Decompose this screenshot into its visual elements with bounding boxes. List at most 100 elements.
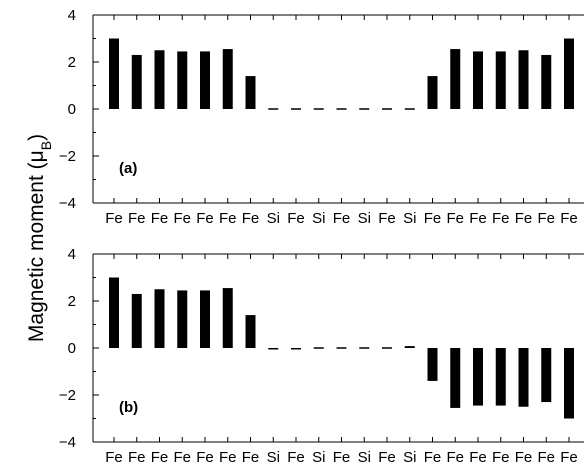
x-tick-label: Fe xyxy=(173,449,191,466)
x-tick-label: Fe xyxy=(151,210,169,227)
bar xyxy=(541,54,552,109)
bar xyxy=(404,346,415,348)
y-tick-label: 4 xyxy=(68,7,76,24)
x-tick-label: Si xyxy=(267,449,280,466)
bar xyxy=(427,76,438,109)
x-tick-label: Fe xyxy=(242,210,260,227)
x-tick-label: Fe xyxy=(287,449,305,466)
bar xyxy=(359,108,370,110)
bar xyxy=(177,290,188,348)
bar xyxy=(564,38,574,109)
x-tick-label: Si xyxy=(403,210,416,227)
bar xyxy=(131,54,142,109)
y-tick-label: 0 xyxy=(68,340,76,357)
bar xyxy=(245,76,256,109)
x-tick-label: Fe xyxy=(515,210,533,227)
bar xyxy=(154,289,165,348)
bar xyxy=(427,348,438,381)
y-tick-label: −2 xyxy=(59,387,76,404)
panel-label: (a) xyxy=(119,160,137,177)
x-tick-label: Fe xyxy=(128,210,146,227)
bar xyxy=(200,51,210,109)
bar xyxy=(382,108,392,110)
x-tick-label: Si xyxy=(267,210,280,227)
x-tick-label: Fe xyxy=(515,449,533,466)
bar xyxy=(473,51,483,109)
panel-a: 420−2−4Fe Fe Fe Fe Fe Fe Fe Si Fe Si Fe Si Fe Si Fe Fe F… xyxy=(59,7,584,227)
x-tick-label: Fe xyxy=(219,210,237,227)
y-tick-label: 2 xyxy=(68,293,76,310)
bar xyxy=(359,347,370,349)
bar xyxy=(222,49,233,109)
y-tick-label: −2 xyxy=(59,148,76,165)
x-tick-label: Fe xyxy=(378,449,396,466)
bar xyxy=(518,348,529,407)
bar xyxy=(109,38,119,109)
y-tick-label: 4 xyxy=(68,246,76,263)
x-tick-label: Fe xyxy=(424,210,442,227)
bar xyxy=(245,315,256,348)
y-tick-label: 0 xyxy=(68,101,76,118)
x-tick-label: Fe xyxy=(333,449,351,466)
bar xyxy=(313,108,324,110)
bar xyxy=(336,347,347,349)
x-tick-label: Fe xyxy=(492,210,510,227)
bar xyxy=(291,348,301,350)
bar xyxy=(177,51,188,109)
bar xyxy=(336,108,347,110)
x-tick-label: Fe xyxy=(469,210,487,227)
y-tick-label: −4 xyxy=(59,195,76,212)
x-tick-label: Si xyxy=(312,210,325,227)
x-tick-label: Fe xyxy=(287,210,305,227)
bar xyxy=(131,293,142,348)
x-tick-label: Fe xyxy=(560,449,578,466)
x-tick-label: Fe xyxy=(173,210,191,227)
bar xyxy=(564,348,574,419)
x-tick-label: Fe xyxy=(492,449,510,466)
bar xyxy=(313,347,324,349)
x-tick-label: Fe xyxy=(105,449,123,466)
x-tick-label: Fe xyxy=(333,210,351,227)
bar xyxy=(382,347,392,349)
x-tick-label: Si xyxy=(358,449,371,466)
bar xyxy=(200,290,210,348)
bar xyxy=(473,348,483,406)
y-tick-label: 2 xyxy=(68,54,76,71)
x-tick-label: Si xyxy=(403,449,416,466)
x-tick-label: Fe xyxy=(128,449,146,466)
bar xyxy=(291,108,301,110)
bar xyxy=(404,108,415,110)
bar xyxy=(154,50,165,109)
x-tick-label: Fe xyxy=(560,210,578,227)
panel-label: (b) xyxy=(119,399,138,416)
bar xyxy=(495,348,506,406)
panel-b: 420−2−4Fe Fe Fe Fe Fe Fe Fe Si Fe Si Fe Si Fe Si Fe Fe F… xyxy=(59,246,584,466)
bar xyxy=(222,288,233,348)
x-tick-label: Fe xyxy=(105,210,123,227)
x-tick-label: Fe xyxy=(242,449,260,466)
bar xyxy=(268,348,279,350)
x-tick-label: Fe xyxy=(378,210,396,227)
x-tick-label: Fe xyxy=(537,449,555,466)
x-tick-label: Fe xyxy=(196,449,214,466)
x-tick-label: Fe xyxy=(424,449,442,466)
x-tick-label: Si xyxy=(358,210,371,227)
bar xyxy=(518,50,529,109)
x-tick-label: Fe xyxy=(196,210,214,227)
x-tick-label: Fe xyxy=(219,449,237,466)
x-tick-label: Fe xyxy=(446,449,464,466)
bar xyxy=(450,49,461,109)
x-tick-label: Fe xyxy=(469,449,487,466)
bar xyxy=(450,348,461,408)
x-tick-label: Fe xyxy=(151,449,169,466)
bar xyxy=(268,108,279,110)
x-tick-label: Fe xyxy=(446,210,464,227)
bar xyxy=(495,51,506,109)
y-tick-label: −4 xyxy=(59,434,76,451)
bar xyxy=(109,277,119,348)
bar xyxy=(541,348,552,403)
x-tick-label: Fe xyxy=(537,210,555,227)
y-axis-label: Magnetic moment (μB) xyxy=(25,134,54,342)
x-tick-label: Si xyxy=(312,449,325,466)
